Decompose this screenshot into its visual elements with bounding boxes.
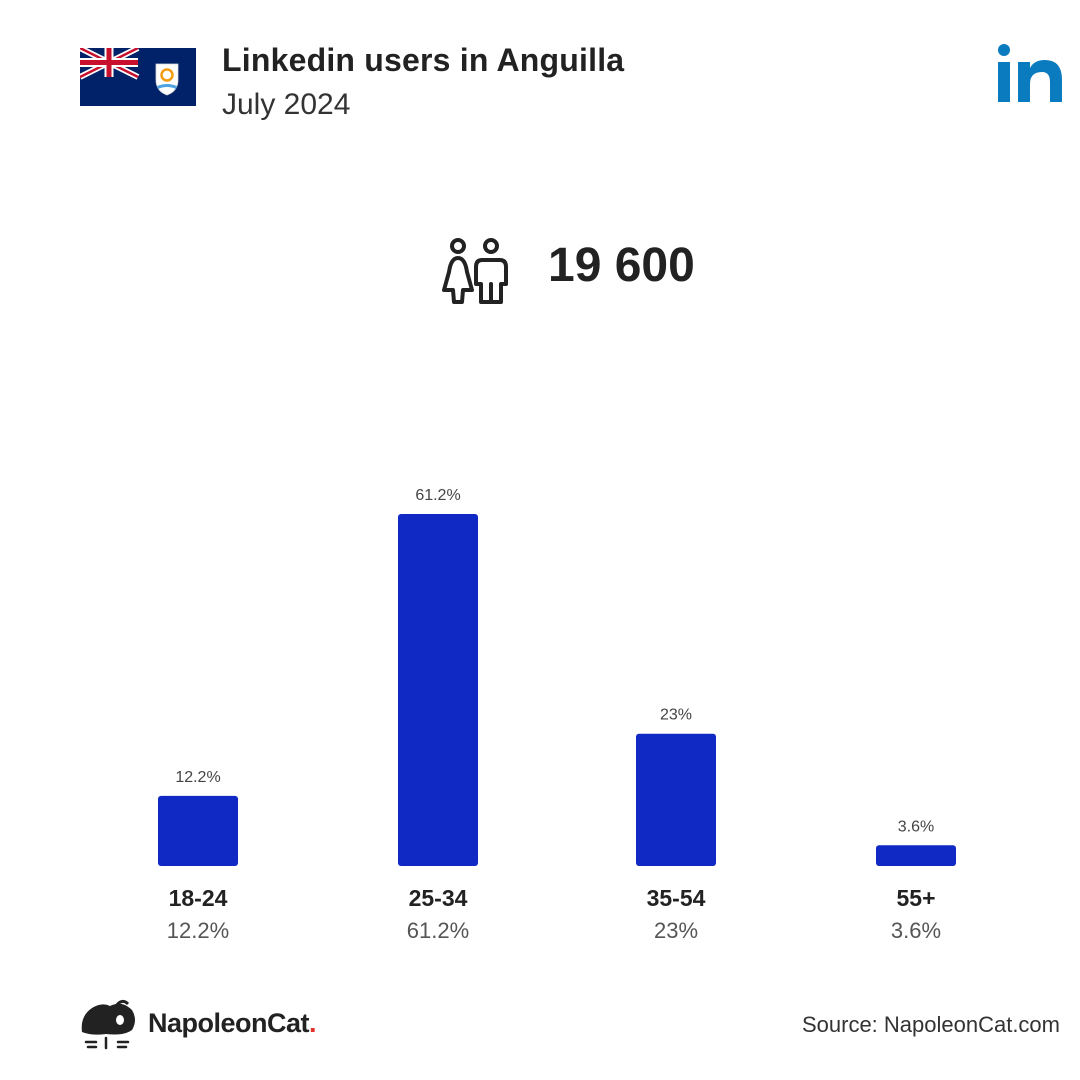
bar-value-label: 23% bbox=[660, 707, 692, 724]
brand-name: NapoleonCat. bbox=[148, 1008, 317, 1039]
brand-text: NapoleonCat bbox=[148, 1008, 310, 1038]
bar-18-24 bbox=[158, 795, 238, 866]
page-subtitle: July 2024 bbox=[222, 88, 351, 121]
category-label: 35-54 bbox=[647, 885, 706, 911]
bar-value-label: 3.6% bbox=[898, 818, 934, 835]
bar-value-label: 12.2% bbox=[175, 769, 220, 786]
total-users-value: 19 600 bbox=[548, 239, 695, 292]
people-icon bbox=[442, 238, 508, 304]
bar-35-54 bbox=[636, 733, 716, 866]
category-percent-label: 12.2% bbox=[167, 918, 229, 943]
brand-dot: . bbox=[309, 1008, 317, 1038]
category-percent-label: 61.2% bbox=[407, 918, 469, 943]
category-percent-label: 3.6% bbox=[891, 918, 941, 943]
bar-25-34 bbox=[398, 514, 478, 866]
bar-55+ bbox=[876, 845, 956, 866]
anguilla-flag-icon bbox=[80, 48, 196, 106]
age-distribution-chart: 12.2% 18-24 12.2% 61.2% 25-34 61.2% 23% 35-54 23… bbox=[158, 487, 956, 943]
napoleoncat-logo-icon bbox=[81, 999, 135, 1050]
category-label: 25-34 bbox=[409, 885, 468, 911]
page-title: Linkedin users in Anguilla bbox=[222, 42, 625, 78]
source-label: Source: NapoleonCat.com bbox=[801, 1012, 1060, 1037]
category-label: 18-24 bbox=[169, 885, 228, 911]
category-percent-label: 23% bbox=[654, 918, 698, 943]
linkedin-logo-icon bbox=[998, 44, 1062, 102]
category-label: 55+ bbox=[896, 885, 935, 911]
bar-value-label: 61.2% bbox=[415, 487, 460, 504]
